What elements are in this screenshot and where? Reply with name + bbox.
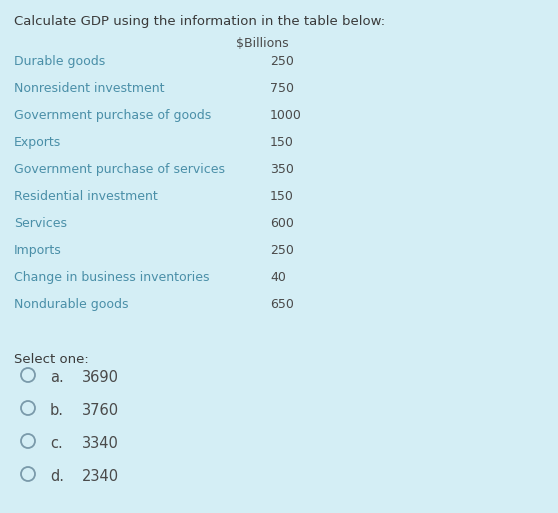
Text: 40: 40: [270, 271, 286, 284]
Text: Durable goods: Durable goods: [14, 55, 105, 68]
Text: 600: 600: [270, 217, 294, 230]
Text: 250: 250: [270, 55, 294, 68]
Text: 650: 650: [270, 298, 294, 311]
Text: Select one:: Select one:: [14, 353, 89, 366]
Text: Calculate GDP using the information in the table below:: Calculate GDP using the information in t…: [14, 15, 385, 28]
Text: 750: 750: [270, 82, 294, 95]
Text: 150: 150: [270, 136, 294, 149]
Text: 2340: 2340: [82, 469, 119, 484]
Text: $Billions: $Billions: [236, 37, 288, 50]
Text: 3340: 3340: [82, 436, 119, 451]
Text: b.: b.: [50, 403, 64, 418]
Text: 350: 350: [270, 163, 294, 176]
Text: 150: 150: [270, 190, 294, 203]
Text: Nondurable goods: Nondurable goods: [14, 298, 128, 311]
Text: 3690: 3690: [82, 370, 119, 385]
Text: a.: a.: [50, 370, 64, 385]
Text: Residential investment: Residential investment: [14, 190, 158, 203]
Text: Services: Services: [14, 217, 67, 230]
Text: Government purchase of goods: Government purchase of goods: [14, 109, 211, 122]
Text: 3760: 3760: [82, 403, 119, 418]
Text: Change in business inventories: Change in business inventories: [14, 271, 209, 284]
Text: Imports: Imports: [14, 244, 62, 257]
Text: d.: d.: [50, 469, 64, 484]
Text: Government purchase of services: Government purchase of services: [14, 163, 225, 176]
Text: Nonresident investment: Nonresident investment: [14, 82, 165, 95]
Text: Exports: Exports: [14, 136, 61, 149]
Text: 250: 250: [270, 244, 294, 257]
Text: 1000: 1000: [270, 109, 302, 122]
Text: c.: c.: [50, 436, 62, 451]
